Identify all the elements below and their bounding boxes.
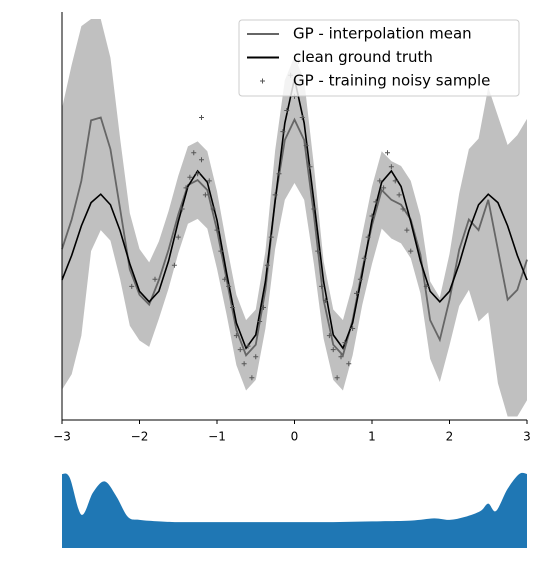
sample-point — [326, 333, 332, 339]
x-tick-label: −3 — [53, 430, 71, 444]
sample-point — [299, 115, 305, 121]
sample-point — [210, 206, 216, 212]
sample-point — [187, 174, 193, 180]
sample-point — [191, 150, 197, 156]
sample-point — [388, 164, 394, 170]
sample-point — [408, 248, 414, 254]
sample-point — [171, 262, 177, 268]
sample-point — [381, 185, 387, 191]
sample-point — [323, 297, 328, 303]
sample-point — [226, 283, 232, 289]
sample-point — [385, 150, 390, 156]
sample-point — [280, 129, 286, 135]
sample-point — [361, 255, 367, 261]
sample-point — [350, 326, 356, 332]
legend-label: GP - training noisy sample — [293, 72, 490, 90]
sample-point — [253, 354, 259, 360]
sample-point — [369, 213, 375, 219]
sample-point — [315, 248, 321, 254]
x-tick-label: 2 — [446, 430, 454, 444]
sample-point — [268, 234, 274, 240]
sample-point — [330, 347, 336, 353]
sample-point — [357, 276, 363, 282]
sample-point — [400, 206, 406, 212]
sample-point — [199, 115, 204, 121]
legend-label: GP - interpolation mean — [293, 25, 472, 43]
sample-point — [183, 185, 189, 191]
sample-point — [396, 192, 402, 198]
legend-label: clean ground truth — [293, 48, 433, 66]
sample-point — [346, 361, 352, 367]
sample-point — [261, 304, 266, 310]
sample-point — [334, 375, 340, 381]
density-area — [62, 472, 527, 548]
sample-point — [377, 178, 383, 184]
sample-point — [311, 206, 317, 212]
x-tick-label: −1 — [208, 430, 226, 444]
sample-point — [257, 319, 263, 325]
sample-point — [284, 107, 290, 113]
x-tick-label: 1 — [368, 430, 376, 444]
x-tick-label: 3 — [523, 430, 531, 444]
sample-point — [152, 276, 158, 282]
sample-point — [342, 340, 348, 346]
sample-point — [195, 171, 201, 177]
sample-point — [129, 283, 135, 289]
sample-point — [264, 262, 270, 268]
sample-point — [214, 227, 220, 233]
x-tick-label: −2 — [131, 430, 149, 444]
sample-point — [373, 199, 379, 205]
sample-point — [241, 361, 247, 367]
sample-point — [233, 333, 239, 339]
legend-marker — [260, 78, 265, 84]
legend-box — [238, 19, 520, 97]
sample-point — [218, 248, 224, 254]
sample-point — [319, 283, 325, 289]
sample-point — [206, 178, 212, 184]
sample-point — [354, 290, 359, 296]
sample-point — [175, 234, 181, 240]
sample-point — [249, 375, 255, 381]
sample-point — [222, 276, 228, 282]
sample-point — [365, 234, 371, 240]
sample-point — [179, 206, 185, 212]
sample-point — [245, 343, 251, 349]
sample-point — [307, 164, 313, 170]
series-line — [61, 116, 528, 358]
sample-point — [423, 283, 429, 289]
sample-point — [392, 178, 398, 184]
sample-point — [202, 192, 208, 198]
sample-point — [272, 192, 278, 198]
sample-point — [276, 171, 282, 177]
sample-point — [303, 143, 309, 149]
sample-point — [230, 304, 235, 310]
sample-point — [199, 157, 204, 163]
density-plot — [62, 472, 527, 548]
x-tick-label: 0 — [291, 430, 299, 444]
main-plot: −3 −2 −1 0 1 2 3 GP - interpolation mean clean g… — [53, 12, 531, 444]
sample-point — [237, 347, 243, 353]
sample-point — [338, 354, 344, 360]
sample-point — [404, 227, 410, 233]
